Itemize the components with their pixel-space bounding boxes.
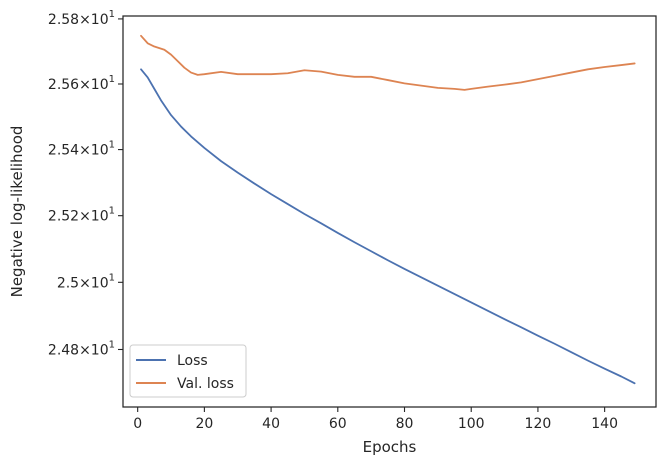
y-tick-label: 2.52×101 [48, 206, 115, 225]
ticks-layer: 0 20 40 60 80 100 120 140 2.48×101 2.5×101 2.52×10… [48, 9, 618, 432]
legend-label-loss: Loss [177, 353, 208, 369]
x-tick-label: 60 [329, 416, 347, 432]
x-tick-label: 0 [133, 416, 142, 432]
y-tick-label: 2.48×101 [48, 339, 115, 358]
y-axis-label: Negative log-likelihood [8, 126, 26, 298]
y-tick-label: 2.56×101 [48, 74, 115, 93]
y-tick-label: 2.54×101 [48, 140, 115, 159]
x-tick-label: 140 [591, 416, 618, 432]
series-line-loss [140, 68, 636, 385]
series-layer [140, 34, 636, 385]
x-axis-label: Epochs [363, 438, 417, 456]
series-line-val-loss [140, 34, 636, 91]
legend: Loss Val. loss [129, 344, 247, 398]
legend-label-val-loss: Val. loss [177, 376, 234, 392]
x-tick-label: 120 [525, 416, 552, 432]
y-tick-label: 2.58×101 [48, 9, 115, 28]
y-tick-label: 2.5×101 [57, 272, 115, 291]
x-tick-label: 40 [262, 416, 280, 432]
plot-frame [122, 15, 657, 408]
x-tick-label: 20 [195, 416, 213, 432]
x-tick-label: 80 [396, 416, 414, 432]
x-tick-label: 100 [458, 416, 485, 432]
